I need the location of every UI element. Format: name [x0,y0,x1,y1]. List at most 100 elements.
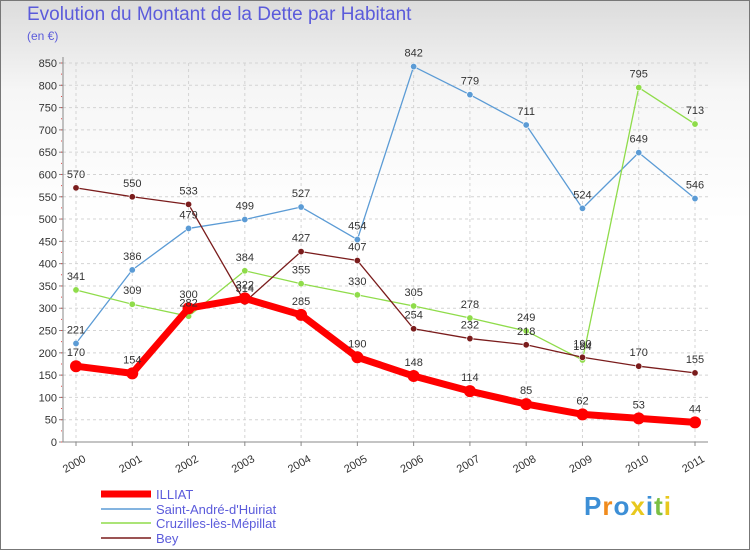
data-point [691,369,699,377]
y-tick-label: 200 [39,348,57,360]
data-point [128,193,136,201]
data-point [578,353,586,361]
y-tick-label: 550 [39,192,57,204]
data-point [295,308,308,321]
data-label: 154 [123,354,141,366]
data-point [238,292,251,305]
data-point [632,412,645,425]
data-label: 779 [461,76,479,88]
data-label: 527 [292,188,310,200]
data-label: 85 [520,385,532,397]
data-label: 330 [348,276,366,288]
data-label: 309 [123,285,141,297]
logo-letter: x [630,491,646,521]
y-tick-label: 500 [39,214,57,226]
x-tick-label: 2008 [511,453,538,476]
data-point [635,84,643,92]
y-tick-label: 350 [39,281,57,293]
y-tick-label: 100 [39,392,57,404]
y-tick-label: 400 [39,259,57,271]
data-label: 300 [179,289,197,301]
data-point [70,360,82,373]
data-point [185,224,193,232]
data-label: 341 [67,271,85,283]
legend-label: Saint-André-d'Huiriat [156,502,277,517]
data-point [466,335,474,343]
logo-letter: o [613,491,631,521]
x-tick-label: 2009 [567,453,594,476]
data-label: 322 [236,279,254,291]
data-point [635,149,643,157]
data-point [410,63,418,71]
data-label: 285 [292,296,310,308]
data-label: 44 [689,403,701,415]
data-label: 221 [67,324,85,336]
data-point [463,385,476,398]
y-tick-label: 250 [39,326,57,338]
data-label: 499 [236,201,254,213]
data-point [241,216,249,224]
data-point [522,327,530,335]
data-label: 427 [292,233,310,245]
data-label: 232 [461,320,479,332]
x-tick-label: 2005 [342,453,369,476]
x-tick-label: 2011 [680,453,706,475]
data-point [297,280,305,288]
data-label: 305 [404,287,422,299]
data-point [297,203,305,211]
data-point [351,351,364,364]
data-label: 170 [630,347,648,359]
x-tick-label: 2004 [286,453,313,476]
data-point [466,314,474,322]
data-label: 386 [123,251,141,263]
data-label: 249 [517,312,535,324]
data-label: 355 [292,265,310,277]
x-tick-label: 2006 [399,453,426,476]
data-point [466,91,474,99]
data-point [128,300,136,308]
data-label: 190 [573,338,591,350]
data-point [635,362,643,370]
data-point [353,291,361,299]
y-tick-label: 700 [39,125,57,137]
data-point [691,120,699,128]
y-tick-label: 850 [39,58,57,70]
logo-letter: P [584,491,603,521]
data-label: 713 [686,105,704,117]
data-point [72,286,80,294]
data-point [522,121,530,129]
data-label: 184 [573,341,591,353]
data-point [297,248,305,256]
y-tick-label: 750 [39,103,57,115]
data-point [522,341,530,349]
x-tick-label: 2003 [230,453,257,476]
data-label: 711 [517,106,535,118]
data-point [407,370,420,383]
data-label: 533 [179,185,197,197]
legend-label: ILLIAT [156,487,193,502]
legend-label: Cruzilles-lès-Mépillat [156,516,276,531]
data-label: 62 [576,395,588,407]
data-point [72,184,80,192]
data-label: 155 [686,354,704,366]
data-point [185,200,193,208]
chart-title: Evolution du Montant de la Dette par Hab… [27,4,412,25]
data-label: 550 [123,178,141,190]
series-line-0 [72,294,699,426]
unit-label: (en €) [27,29,59,43]
data-point [353,257,361,265]
data-label: 148 [404,357,422,369]
data-label: 570 [67,169,85,181]
data-point [691,195,699,203]
data-label: 546 [686,180,704,192]
x-tick-label: 2000 [61,453,88,476]
data-label: 524 [573,189,591,201]
y-tick-label: 150 [39,370,57,382]
proxiti-logo: Proxiti [584,491,672,522]
data-label: 170 [67,347,85,359]
data-point [410,325,418,333]
y-tick-label: 600 [39,169,57,181]
data-point [578,204,586,212]
